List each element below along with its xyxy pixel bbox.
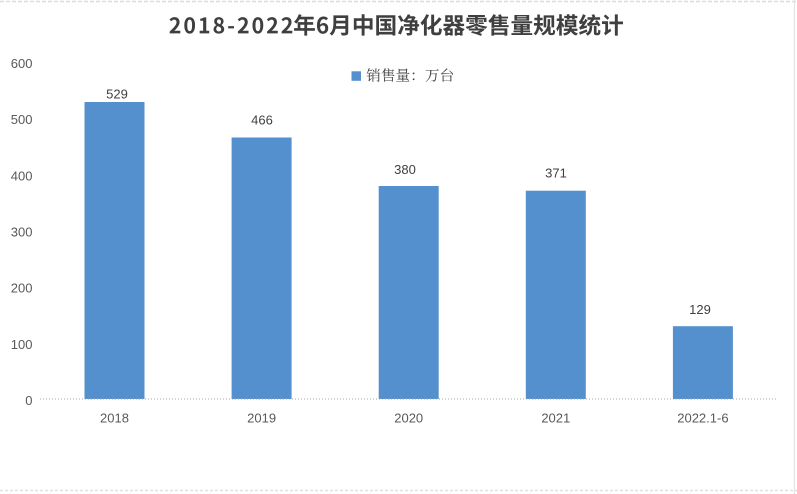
- svg-text:2020: 2020: [394, 411, 423, 426]
- svg-text:2019: 2019: [247, 411, 276, 426]
- svg-text:466: 466: [251, 113, 273, 128]
- svg-text:371: 371: [545, 166, 567, 181]
- svg-text:500: 500: [11, 112, 33, 127]
- svg-text:0: 0: [25, 393, 32, 408]
- svg-text:200: 200: [11, 281, 33, 296]
- svg-text:129: 129: [689, 302, 711, 317]
- svg-text:2021: 2021: [541, 411, 570, 426]
- svg-text:100: 100: [11, 337, 33, 352]
- svg-text:400: 400: [11, 168, 33, 183]
- svg-text:2022.1-6: 2022.1-6: [677, 411, 728, 426]
- svg-text:600: 600: [11, 56, 33, 71]
- svg-text:2018: 2018: [100, 411, 129, 426]
- svg-text:380: 380: [394, 162, 416, 177]
- svg-text:300: 300: [11, 225, 33, 240]
- svg-text:529: 529: [106, 87, 128, 102]
